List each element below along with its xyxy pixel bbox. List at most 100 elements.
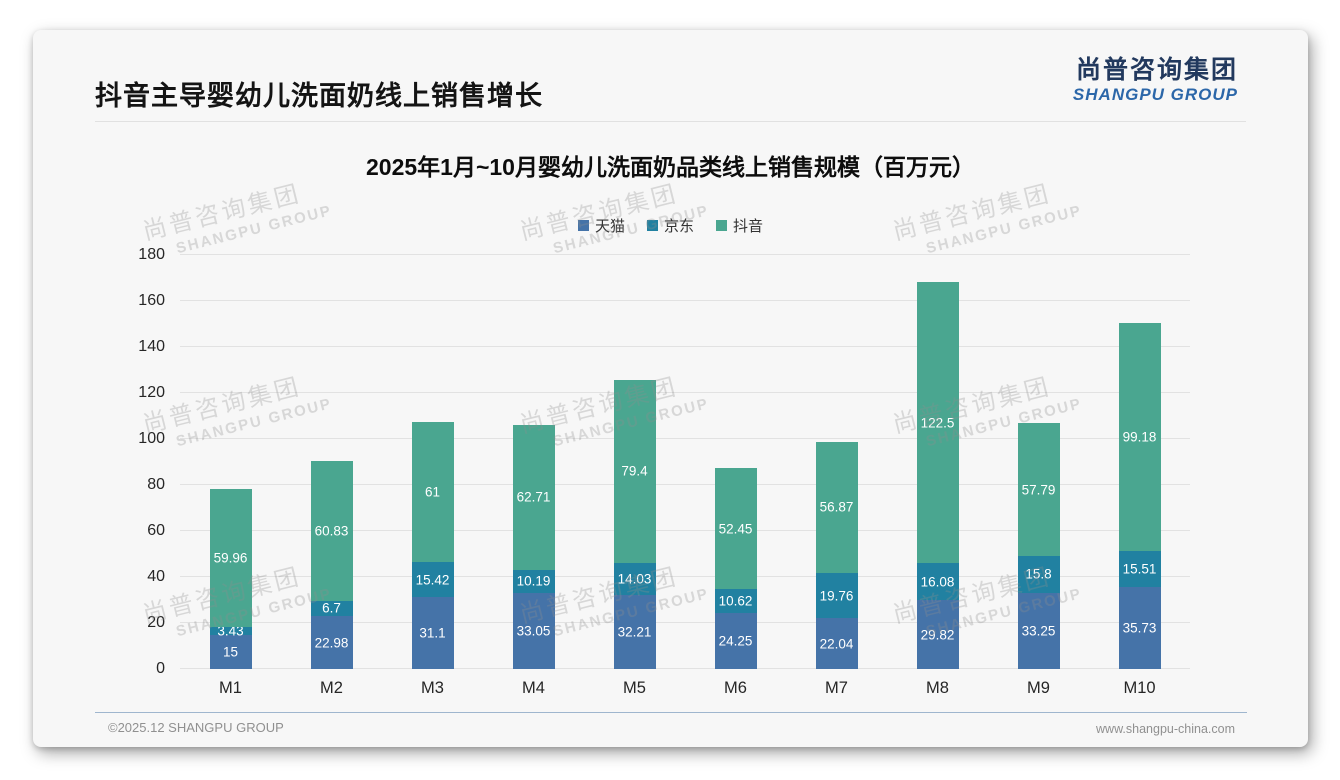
- y-axis-tick-100: 100: [138, 430, 165, 447]
- x-axis-label-m7: M7: [825, 679, 848, 697]
- gridline-180: [180, 254, 1190, 255]
- segment-天猫-m2: 22.98: [310, 616, 353, 669]
- bar-column-m10: 35.73 15.51 99.18 M10: [1118, 255, 1161, 697]
- x-axis-label-m3: M3: [421, 679, 444, 697]
- data-label: 10.19: [516, 573, 551, 589]
- segment-天猫-m5: 32.21: [613, 594, 656, 669]
- segment-京东-m8: 16.08: [916, 563, 959, 601]
- y-axis-tick-180: 180: [138, 246, 165, 263]
- segment-天猫-m8: 29.82: [916, 600, 959, 669]
- x-axis-label-m1: M1: [219, 679, 242, 697]
- segment-天猫-m1: 15: [209, 634, 252, 669]
- data-label: 15.8: [1025, 566, 1052, 582]
- gridline-80: [180, 484, 1190, 485]
- bar-stack: 22.98 6.7 60.83: [310, 460, 353, 669]
- gridline-40: [180, 576, 1190, 577]
- segment-抖音-m7: 56.87: [815, 442, 858, 573]
- bar-column-m7: 22.04 19.76 56.87 M7: [815, 255, 858, 697]
- x-axis-label-m2: M2: [320, 679, 343, 697]
- y-axis-tick-60: 60: [147, 522, 165, 539]
- segment-天猫-m10: 35.73: [1118, 586, 1161, 669]
- segment-京东-m5: 14.03: [613, 562, 656, 595]
- bar-stack: 33.05 10.19 62.71: [512, 425, 555, 669]
- segment-抖音-m1: 59.96: [209, 488, 252, 627]
- data-label: 31.1: [419, 625, 446, 641]
- bar-stack: 35.73 15.51 99.18: [1118, 323, 1161, 669]
- chart-title: 2025年1月~10月婴幼儿洗面奶品类线上销售规模（百万元）: [366, 154, 975, 180]
- bar-stack: 29.82 16.08 122.5: [916, 281, 959, 669]
- segment-抖音-m5: 79.4: [613, 380, 656, 563]
- data-label: 29.82: [920, 627, 955, 643]
- data-label: 22.98: [314, 635, 349, 651]
- y-axis-tick-80: 80: [147, 476, 165, 493]
- data-label: 10.62: [718, 593, 753, 609]
- y-axis-tick-140: 140: [138, 338, 165, 355]
- segment-天猫-m4: 33.05: [512, 593, 555, 669]
- segment-天猫-m7: 22.04: [815, 618, 858, 669]
- y-axis-tick-160: 160: [138, 292, 165, 309]
- bar-column-m4: 33.05 10.19 62.71 M4: [512, 255, 555, 697]
- data-label: 16.08: [920, 574, 955, 590]
- bar-column-m2: 22.98 6.7 60.83 M2: [310, 255, 353, 697]
- segment-抖音-m4: 62.71: [512, 425, 555, 570]
- data-label: 60.83: [314, 523, 349, 539]
- data-label: 99.18: [1122, 429, 1157, 445]
- bar-column-m9: 33.25 15.8 57.79 M9: [1017, 255, 1060, 697]
- gridline-0: [180, 668, 1190, 669]
- bar-stack: 22.04 19.76 56.87: [815, 442, 858, 669]
- logo-chinese: 尚普咨询集团: [1075, 56, 1238, 84]
- stacked-bar-chart: 0 20 40 60 80 100 120 140 160 180 15 3.43 59.96 M1 22.…: [138, 247, 1190, 697]
- bar-stack: 32.21 14.03 79.4: [613, 380, 656, 669]
- segment-京东-m7: 19.76: [815, 572, 858, 619]
- legend-item-抖音: 抖音: [716, 215, 763, 236]
- y-axis-tick-40: 40: [147, 568, 165, 585]
- x-axis-label-m9: M9: [1027, 679, 1050, 697]
- slide-card: 抖音主导婴幼儿洗面奶线上销售增长 尚普咨询集团 SHANGPU GROUP 20…: [33, 30, 1308, 747]
- data-label: 24.25: [718, 633, 753, 649]
- segment-京东-m1: 3.43: [209, 623, 252, 638]
- bars-container: 15 3.43 59.96 M1 22.98 6.7 60.83 M2 31.1 15.42 61 M…: [180, 255, 1190, 697]
- page-title: 抖音主导婴幼儿洗面奶线上销售增长: [95, 81, 543, 111]
- data-label: 33.05: [516, 623, 551, 639]
- legend-label: 天猫: [594, 218, 625, 235]
- data-label: 15.42: [415, 572, 450, 588]
- bar-column-m6: 24.25 10.62 52.45 M6: [714, 255, 757, 697]
- data-label: 57.79: [1021, 482, 1056, 498]
- segment-京东-m9: 15.8: [1017, 556, 1060, 593]
- data-label: 15: [222, 644, 239, 660]
- x-axis-label-m4: M4: [522, 679, 545, 697]
- segment-京东-m4: 10.19: [512, 569, 555, 593]
- y-axis-tick-0: 0: [156, 660, 165, 677]
- legend-swatch-icon: [646, 220, 658, 231]
- segment-京东-m6: 10.62: [714, 588, 757, 614]
- segment-抖音-m10: 99.18: [1118, 323, 1161, 552]
- data-label: 61: [424, 484, 441, 500]
- data-label: 19.76: [819, 588, 854, 604]
- data-label: 6.7: [322, 600, 341, 616]
- gridline-140: [180, 346, 1190, 347]
- gridline-160: [180, 300, 1190, 301]
- legend-swatch-icon: [577, 220, 589, 231]
- data-label: 52.45: [718, 521, 753, 536]
- legend-item-京东: 京东: [646, 215, 694, 236]
- data-label: 56.87: [819, 499, 854, 515]
- legend-label: 京东: [663, 218, 694, 235]
- data-label: 14.03: [617, 571, 652, 587]
- x-axis-label-m8: M8: [926, 679, 949, 697]
- bar-column-m3: 31.1 15.42 61 M3: [411, 255, 454, 697]
- logo-english: SHANGPU GROUP: [1072, 84, 1238, 104]
- bar-stack: 15 3.43 59.96: [209, 488, 252, 669]
- segment-抖音-m8: 122.5: [916, 281, 959, 564]
- footer-divider: [95, 712, 1247, 713]
- bar-column-m8: 29.82 16.08 122.5 M8: [916, 255, 959, 697]
- data-label: 15.51: [1122, 561, 1157, 577]
- segment-抖音-m3: 61: [411, 421, 454, 563]
- gridline-100: [180, 438, 1190, 439]
- bar-column-m1: 15 3.43 59.96 M1: [209, 255, 252, 697]
- data-label: 59.96: [213, 550, 248, 566]
- bar-stack: 24.25 10.62 52.45: [714, 468, 757, 669]
- data-label: 79.4: [621, 463, 648, 479]
- segment-京东-m2: 6.7: [310, 600, 353, 617]
- segment-天猫-m6: 24.25: [714, 613, 757, 669]
- data-label: 22.04: [819, 636, 854, 652]
